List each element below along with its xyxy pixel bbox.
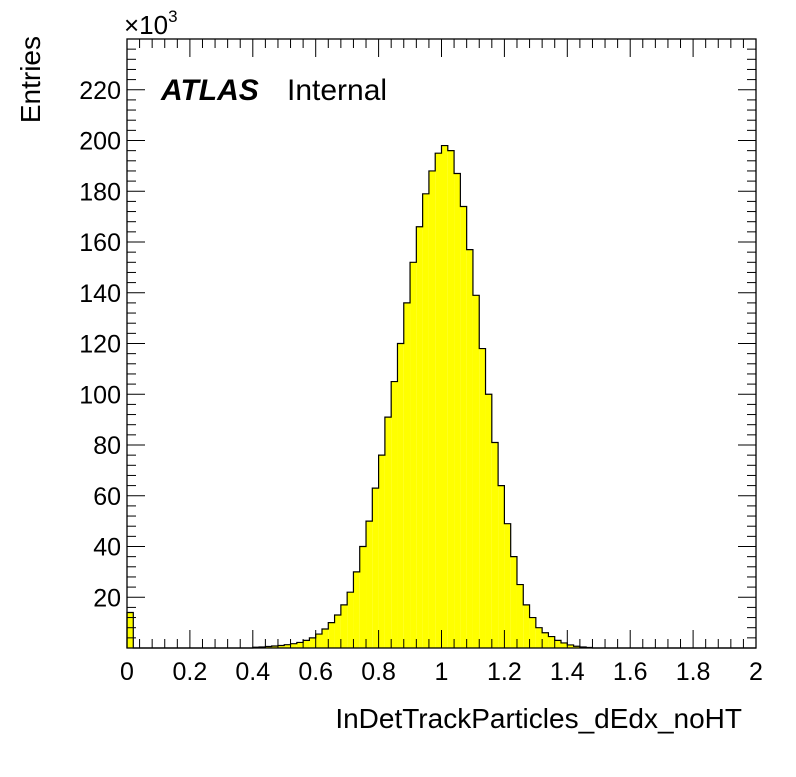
x-tick-label: 1.6 bbox=[613, 658, 648, 686]
histogram-bin bbox=[523, 604, 530, 648]
y-axis-title: Entries bbox=[15, 36, 46, 123]
y-tick-label: 80 bbox=[93, 432, 121, 460]
y-scale-factor: ×103 bbox=[124, 7, 178, 40]
y-tick-label: 100 bbox=[79, 381, 121, 409]
histogram-bin bbox=[504, 523, 511, 648]
histogram-bin bbox=[410, 262, 417, 648]
histogram-bin bbox=[359, 546, 367, 648]
histogram-bin bbox=[491, 442, 499, 648]
histogram-bin bbox=[303, 640, 310, 648]
histogram-bin bbox=[391, 381, 398, 648]
histogram-bin bbox=[284, 644, 291, 648]
x-tick-label: 2 bbox=[749, 658, 763, 686]
histogram-bin bbox=[454, 173, 461, 649]
histogram-bin bbox=[535, 627, 543, 648]
x-tick-label: 1 bbox=[435, 658, 449, 686]
histogram-bin bbox=[334, 615, 341, 648]
histogram-bin bbox=[416, 226, 423, 648]
x-tick-label: 0.4 bbox=[235, 658, 270, 686]
histogram-bin bbox=[554, 640, 562, 648]
histogram-bin bbox=[290, 643, 297, 648]
y-scale-factor-base: ×10 bbox=[124, 10, 168, 40]
y-tick-label: 20 bbox=[93, 584, 121, 612]
histogram-bin bbox=[296, 642, 304, 648]
histogram-bin bbox=[315, 634, 322, 648]
x-tick-label: 1.8 bbox=[676, 658, 711, 686]
histogram-bin bbox=[328, 622, 335, 648]
y-tick-label: 40 bbox=[93, 534, 121, 562]
x-tick-label: 1.4 bbox=[550, 658, 585, 686]
x-tick-label: 0.6 bbox=[298, 658, 333, 686]
x-tick-label: 1.2 bbox=[487, 658, 522, 686]
internal-status-label: Internal bbox=[287, 74, 387, 107]
histogram-bin bbox=[340, 604, 348, 648]
histogram-bin bbox=[479, 348, 486, 648]
axis-ticks bbox=[126, 38, 757, 649]
histogram-bin bbox=[422, 193, 429, 648]
histogram-bin bbox=[428, 170, 436, 648]
atlas-label: ATLAS bbox=[160, 74, 259, 107]
histogram-bin bbox=[271, 645, 278, 648]
histogram-bin bbox=[510, 556, 517, 648]
histogram-bin bbox=[567, 644, 574, 648]
tick-labels: 0 0.2 0.4 0.6 0.8 1 1.2 1.4 1.6 1.8 22040608010012… bbox=[79, 77, 763, 686]
y-tick-label: 220 bbox=[79, 77, 121, 105]
histogram-bin bbox=[321, 628, 329, 648]
histogram-bin bbox=[447, 150, 455, 648]
x-axis-title: InDetTrackParticles_dEdx_noHT bbox=[335, 703, 742, 734]
histogram-bin bbox=[548, 636, 555, 648]
histogram-bin bbox=[466, 249, 473, 649]
y-scale-factor-exponent: 3 bbox=[168, 7, 177, 26]
histogram-bin bbox=[309, 637, 316, 648]
y-tick-label: 200 bbox=[79, 128, 121, 156]
x-tick-label: 0.2 bbox=[173, 658, 208, 686]
histogram-bin bbox=[435, 153, 442, 648]
histogram-bin bbox=[397, 343, 404, 648]
histogram-bars bbox=[127, 145, 593, 649]
histogram-bin bbox=[472, 295, 480, 648]
histogram-bin bbox=[378, 455, 385, 648]
histogram-bin bbox=[460, 206, 467, 648]
x-tick-label: 0 bbox=[120, 658, 134, 686]
histogram-bin bbox=[347, 592, 354, 648]
histogram-bin bbox=[265, 646, 272, 648]
plot-frame bbox=[126, 38, 757, 649]
y-tick-label: 140 bbox=[79, 280, 121, 308]
histogram-bin bbox=[561, 642, 568, 648]
histogram-bin bbox=[366, 521, 373, 648]
histogram-bin bbox=[353, 571, 360, 648]
histogram-bin bbox=[403, 302, 411, 648]
y-tick-label: 120 bbox=[79, 331, 121, 359]
histogram-bin bbox=[516, 584, 524, 648]
histogram-bin bbox=[542, 632, 549, 648]
y-tick-label: 180 bbox=[79, 178, 121, 206]
histogram-bin bbox=[573, 646, 580, 648]
histogram-bin bbox=[384, 417, 392, 648]
histogram-bin bbox=[498, 485, 505, 648]
histogram-bin bbox=[127, 612, 134, 648]
histogram-bin bbox=[485, 394, 492, 648]
histogram-bin bbox=[529, 617, 536, 648]
y-tick-label: 160 bbox=[79, 229, 121, 257]
histogram-bin bbox=[441, 145, 448, 648]
histogram-bin bbox=[277, 645, 285, 648]
y-tick-label: 60 bbox=[93, 483, 121, 511]
histogram-bin bbox=[372, 488, 379, 648]
x-tick-label: 0.8 bbox=[361, 658, 396, 686]
